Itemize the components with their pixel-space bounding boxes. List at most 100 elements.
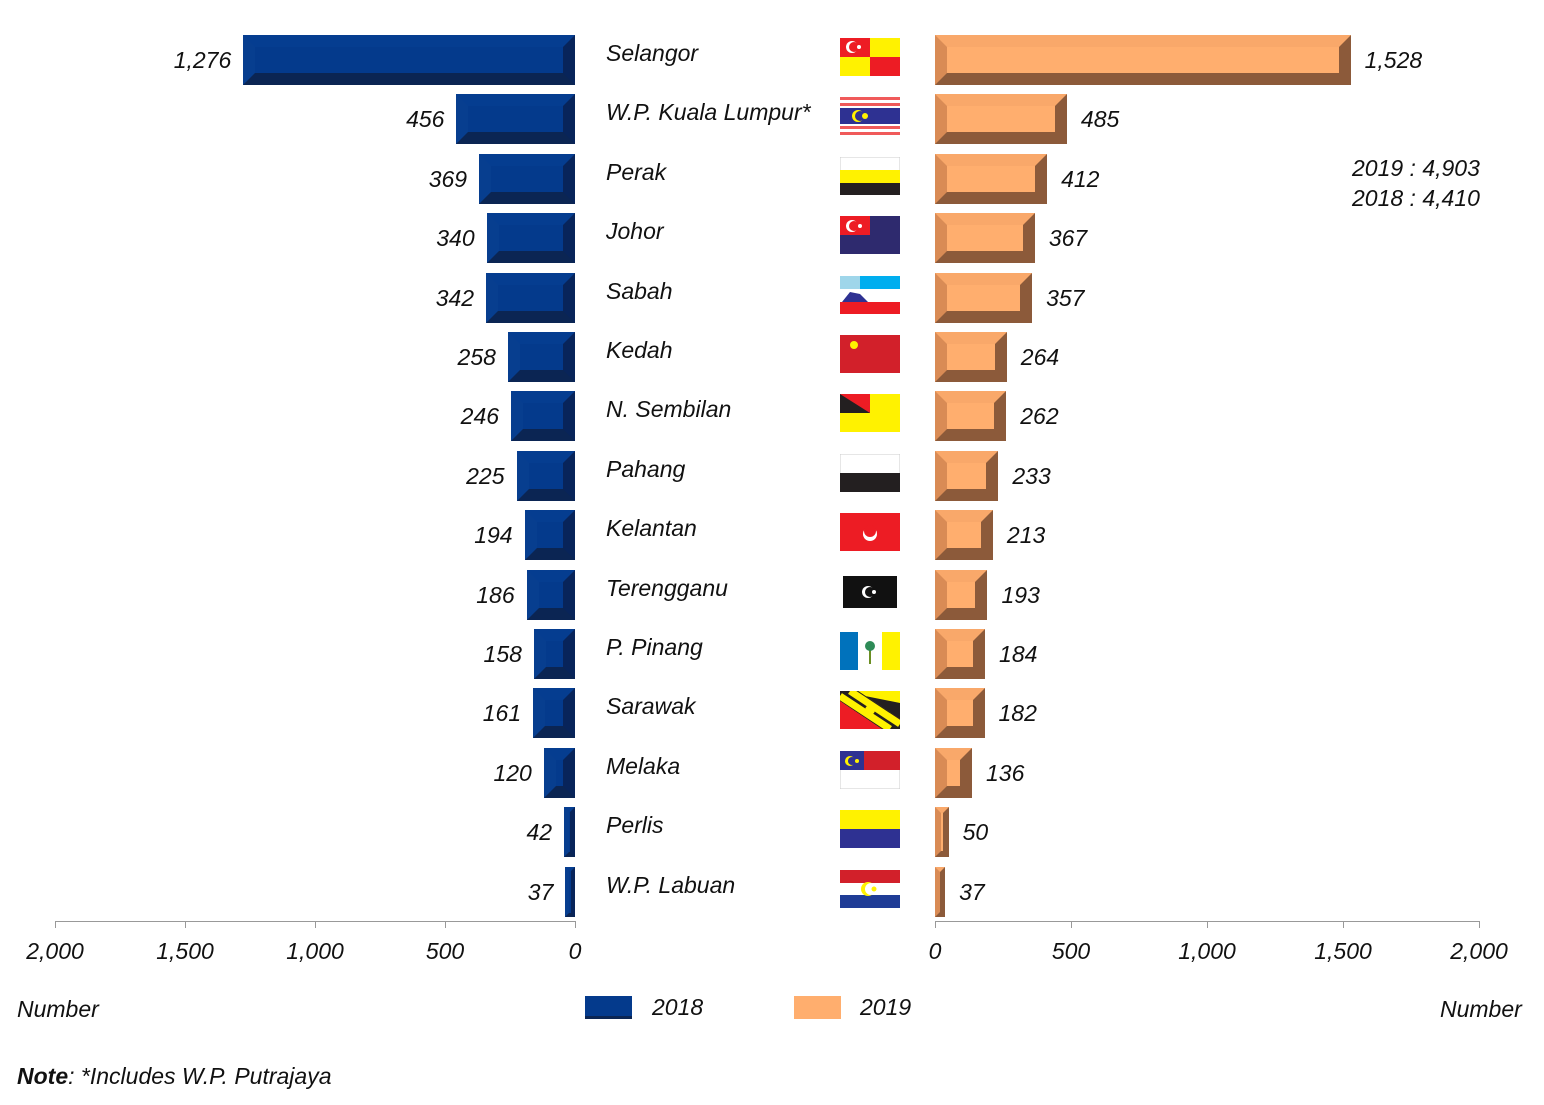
value-label-2019-1: 485: [1080, 106, 1120, 133]
bar-2019-14: [935, 866, 946, 917]
left-tick-4: [575, 921, 576, 928]
category-label-7: Pahang: [606, 455, 686, 482]
left-tick-1: [185, 921, 186, 928]
category-label-2: Perak: [606, 158, 667, 185]
left-tick-label-4: 0: [568, 938, 582, 964]
flag-icon-0: [840, 38, 900, 76]
bar-2019-5: [935, 332, 1007, 382]
flag-icon-8: [840, 513, 900, 552]
value-label-2018-3: 340: [436, 225, 475, 252]
value-label-2019-6: 262: [1020, 403, 1059, 430]
value-label-2019-8: 213: [1006, 522, 1046, 549]
bar-2018-1: [456, 94, 575, 145]
bar-2019-10: [935, 629, 986, 679]
value-label-2019-11: 182: [998, 700, 1037, 727]
right-xlabel: Number: [1440, 996, 1522, 1022]
bar-2018-6: [511, 391, 575, 442]
value-label-2019-2: 412: [1061, 165, 1100, 192]
note: Note: *Includes W.P. Putrajaya: [17, 1065, 331, 1088]
note-label: Note: [17, 1063, 69, 1089]
legend-swatch-2019: [794, 996, 841, 1019]
value-label-2019-0: 1,528: [1364, 47, 1423, 73]
right-tick-3: [1343, 921, 1344, 928]
legend-swatch-2018: [585, 996, 632, 1019]
value-label-2018-10: 158: [483, 641, 522, 667]
value-label-2019-7: 233: [1012, 462, 1051, 489]
value-label-2018-8: 194: [474, 522, 513, 549]
category-label-6: N. Sembilan: [606, 396, 732, 423]
bar-2018-4: [486, 272, 575, 323]
value-label-2019-12: 136: [985, 759, 1025, 786]
bar-2018-0: [243, 35, 575, 85]
value-label-2019-9: 193: [1001, 581, 1040, 608]
totals-2019: 2019 : 4,903: [1352, 155, 1480, 181]
flag-icon-1: [840, 97, 900, 136]
value-label-2018-13: 42: [526, 819, 553, 846]
left-tick-label-3: 500: [425, 938, 465, 964]
category-label-1: W.P. Kuala Lumpur*: [606, 99, 811, 126]
left-tick-label-0: 2,000: [26, 938, 84, 964]
flag-icon-3: [840, 216, 900, 255]
bar-2019-13: [935, 807, 949, 858]
bar-2019-1: [935, 94, 1067, 145]
category-label-12: Melaka: [606, 752, 681, 779]
right-tick-4: [1479, 921, 1480, 928]
bar-2019-2: [935, 153, 1048, 204]
value-label-2018-4: 342: [435, 284, 475, 311]
bar-2019-3: [935, 213, 1035, 264]
flag-icon-7: [839, 453, 901, 493]
right-tick-label-4: 2,000: [1450, 938, 1508, 964]
value-label-2019-4: 357: [1046, 284, 1085, 311]
flag-icon-13: [840, 810, 900, 849]
bar-2018-7: [516, 450, 575, 501]
right-tick-1: [1071, 921, 1072, 928]
value-label-2019-5: 264: [1020, 344, 1060, 370]
bar-2018-2: [479, 153, 575, 204]
flag-icon-4: [840, 275, 900, 314]
left-tick-label-1: 1,500: [156, 938, 214, 964]
legend-label-2018: 2018: [652, 994, 704, 1020]
value-label-2019-10: 184: [999, 641, 1038, 667]
value-label-2018-0: 1,276: [173, 47, 232, 73]
right-tick-label-2: 1,000: [1178, 938, 1236, 964]
right-tick-label-0: 0: [928, 938, 942, 964]
left-tick-0: [55, 921, 56, 928]
value-label-2018-6: 246: [460, 403, 500, 430]
bar-2018-14: [565, 866, 575, 917]
value-label-2018-11: 161: [482, 700, 522, 727]
category-label-0: Selangor: [606, 40, 699, 66]
value-label-2018-1: 456: [406, 106, 445, 133]
bar-2018-3: [486, 213, 575, 264]
bar-2019-9: [935, 569, 988, 620]
bar-2019-11: [935, 688, 985, 739]
bar-2019-0: [935, 35, 1351, 85]
legend-label-2019: 2019: [860, 994, 912, 1020]
right-tick-label-1: 500: [1051, 938, 1091, 964]
bar-2018-13: [564, 807, 575, 858]
value-label-2019-14: 37: [959, 878, 985, 905]
category-label-14: W.P. Labuan: [606, 871, 736, 898]
right-tick-label-3: 1,500: [1314, 938, 1372, 964]
value-label-2018-7: 225: [466, 462, 505, 489]
value-label-2018-14: 37: [527, 878, 554, 905]
bar-2019-12: [935, 747, 972, 798]
category-label-10: P. Pinang: [606, 634, 703, 660]
bar-2018-10: [533, 629, 575, 679]
value-label-2019-3: 367: [1048, 225, 1088, 252]
category-label-3: Johor: [606, 218, 664, 245]
flag-icon-12: [839, 750, 901, 790]
category-label-9: Terengganu: [606, 574, 728, 601]
category-label-4: Sabah: [606, 277, 673, 304]
category-label-11: Sarawak: [606, 693, 696, 720]
bar-2019-6: [935, 391, 1007, 442]
value-label-2018-12: 120: [493, 759, 532, 786]
value-label-2018-2: 369: [428, 165, 468, 192]
category-label-8: Kelantan: [606, 515, 697, 542]
note-text: : *Includes W.P. Putrajaya: [68, 1063, 332, 1089]
flag-icon-9: [840, 572, 900, 611]
left-tick-2: [315, 921, 316, 928]
flag-icon-11: [838, 688, 902, 733]
bar-2018-9: [526, 569, 575, 620]
left-tick-label-2: 1,000: [286, 938, 344, 964]
